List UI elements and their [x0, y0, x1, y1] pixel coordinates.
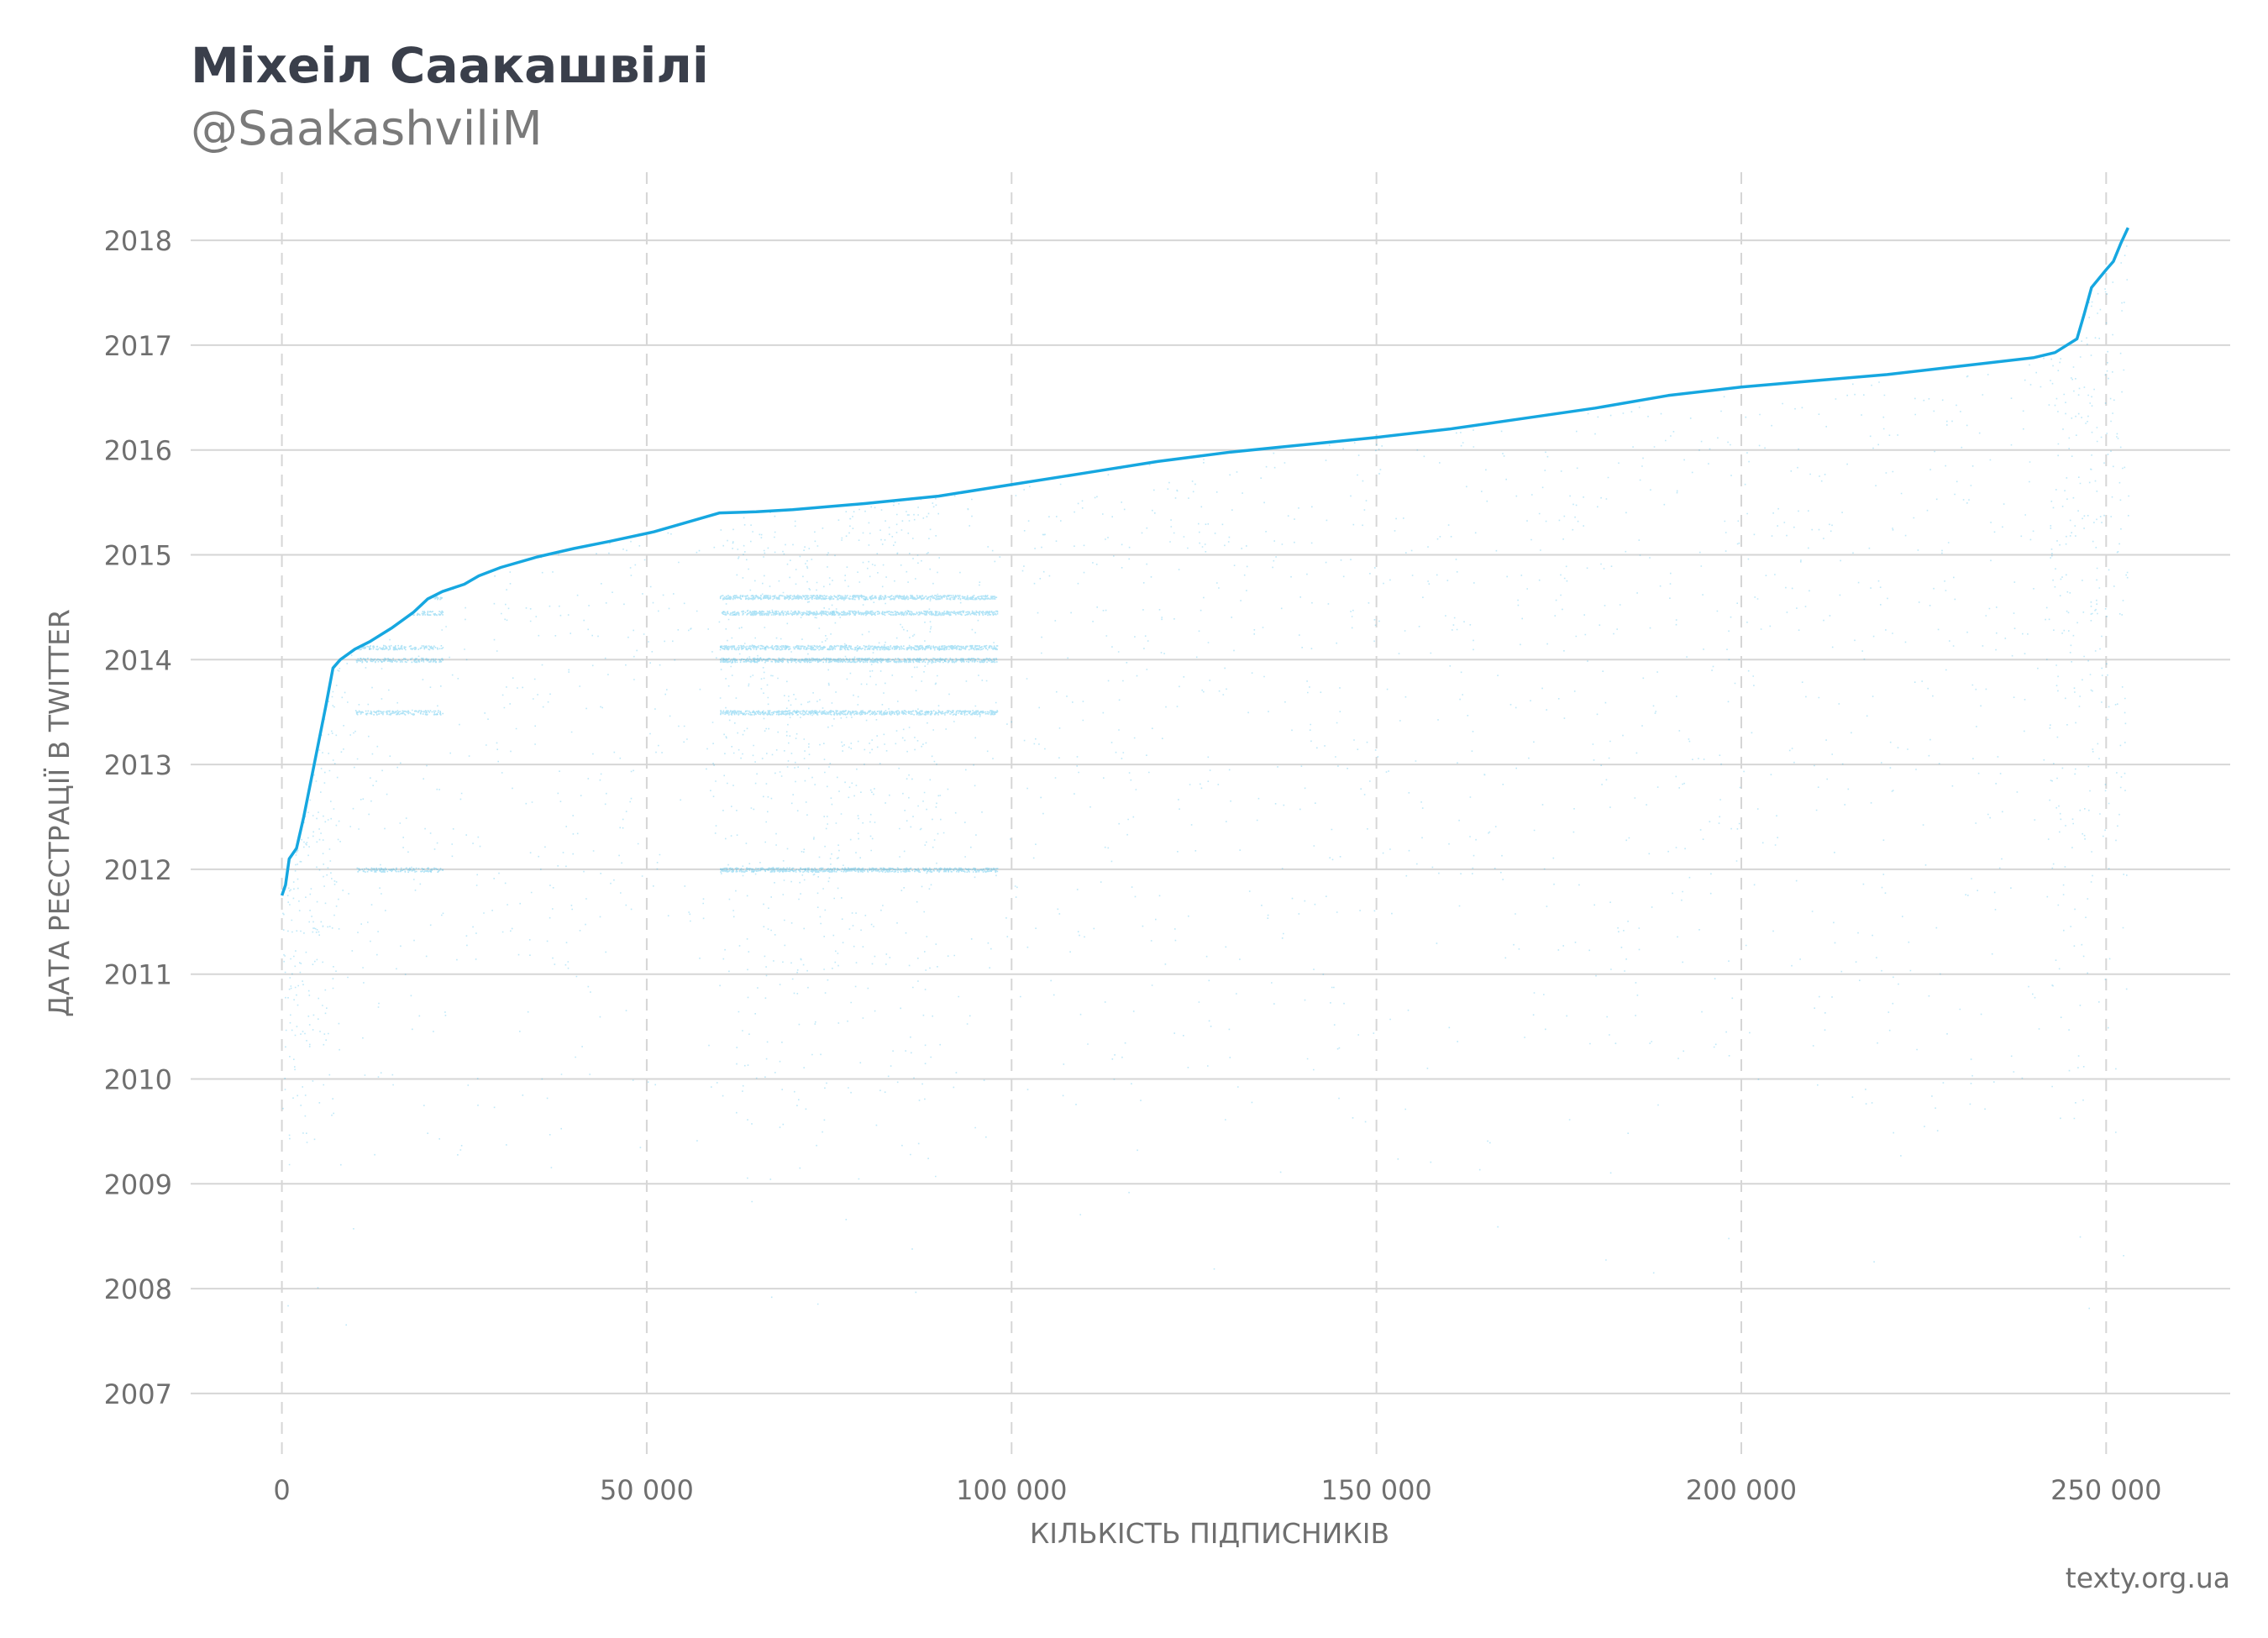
scatter-point-cloud	[282, 245, 2129, 1326]
y-tick-label: 2011	[104, 959, 172, 991]
x-tick-label: 0	[273, 1474, 290, 1506]
y-axis-label: ДАТА РЕЄСТРАЦІЇ В TWITTER	[43, 609, 76, 1017]
y-tick-label: 2012	[104, 854, 172, 886]
x-tick-label: 150 000	[1320, 1474, 1431, 1506]
y-tick-label: 2010	[104, 1063, 172, 1095]
scatter-density-bands	[354, 595, 999, 873]
y-tick-label: 2013	[104, 749, 172, 781]
scatter-points	[282, 245, 2129, 1326]
y-tick-label: 2018	[104, 225, 172, 257]
source-credit: texty.org.ua	[2066, 1562, 2230, 1594]
series-line	[280, 227, 2129, 896]
vertical-gridlines	[281, 172, 2108, 1462]
x-tick-label: 50 000	[600, 1474, 694, 1506]
horizontal-gridlines	[191, 239, 2230, 1394]
y-tick-label: 2017	[104, 330, 172, 362]
x-axis-ticks: 0 50 000 100 000 150 000 200 000 250 000	[273, 1474, 2161, 1506]
x-tick-label: 100 000	[956, 1474, 1067, 1506]
y-tick-label: 2008	[104, 1273, 172, 1305]
x-axis-label: КІЛЬКІСТЬ ПІДПИСНИКІВ	[1030, 1517, 1389, 1550]
y-tick-label: 2015	[104, 540, 172, 572]
y-tick-label: 2016	[104, 435, 172, 467]
series-line-group	[280, 227, 2129, 896]
x-tick-label: 250 000	[2050, 1474, 2161, 1506]
chart-subtitle: @SaakashviliM	[191, 102, 543, 156]
y-axis-ticks: 2007 2008 2009 2010 2011 2012 2013 2014 2015 2016…	[104, 225, 172, 1410]
x-tick-label: 200 000	[1686, 1474, 1797, 1506]
chart-title: Міхеіл Саакашвілі	[191, 37, 709, 94]
y-tick-label: 2007	[104, 1378, 172, 1410]
y-tick-label: 2014	[104, 644, 172, 676]
y-tick-label: 2009	[104, 1168, 172, 1200]
